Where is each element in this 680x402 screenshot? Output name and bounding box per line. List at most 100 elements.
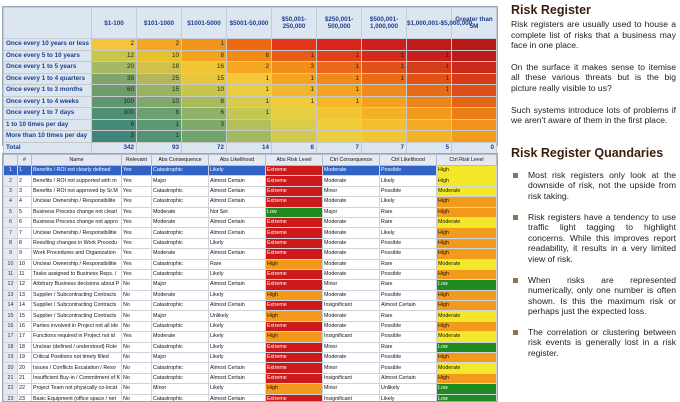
ctrl-risk-level-cell[interactable]: High	[436, 196, 497, 208]
grid-cell[interactable]: Likely	[208, 289, 266, 302]
row-number[interactable]: 19	[3, 352, 18, 364]
grid-cell[interactable]: Functions required in Project not id	[31, 331, 122, 343]
table-row[interactable]: 3 3 Benefits / ROI not approved by Sr.M Yes…	[3, 185, 497, 198]
grid-column-header[interactable]: Ctrl Likelihood	[379, 154, 437, 166]
grid-cell[interactable]: Basic Equipment (office space / net	[31, 393, 122, 401]
grid-cell[interactable]: Rare	[379, 216, 437, 229]
grid-cell[interactable]: 10	[17, 258, 32, 270]
grid-cell[interactable]: Yes	[121, 268, 152, 281]
grid-cell[interactable]: Moderate	[322, 248, 380, 260]
row-number[interactable]: 10	[3, 258, 18, 270]
grid-cell[interactable]: Possible	[379, 320, 437, 333]
grid-cell[interactable]: Possible	[379, 268, 437, 281]
grid-cell[interactable]: Unlikely	[379, 383, 437, 395]
grid-cell[interactable]: Insignificant	[322, 393, 380, 401]
abs-risk-level-cell[interactable]: Extreme	[265, 216, 323, 229]
grid-cell[interactable]: Unlikely	[208, 310, 266, 322]
grid-cell[interactable]: Likely	[208, 164, 266, 177]
grid-cell[interactable]: No	[121, 341, 152, 354]
ctrl-risk-level-cell[interactable]: High	[436, 237, 497, 250]
grid-cell[interactable]: Catastrophic	[151, 196, 209, 208]
grid-cell[interactable]: Possible	[379, 352, 437, 364]
row-number[interactable]: 8	[3, 237, 18, 250]
grid-cell[interactable]: Catastrophic	[151, 300, 209, 312]
table-row[interactable]: 17 17 Functions required in Project not id…	[3, 331, 497, 343]
row-number[interactable]: 7	[3, 227, 18, 239]
grid-cell[interactable]: Moderate	[151, 248, 209, 260]
abs-risk-level-cell[interactable]: Extreme	[265, 362, 323, 374]
table-row[interactable]: 10 10 Unclear Ownership / Responsibilitie Y…	[3, 258, 497, 270]
table-row[interactable]: 9 9 Work Procedures and Organization Yes Mod…	[3, 248, 497, 260]
grid-cell[interactable]: Yes	[121, 185, 152, 198]
grid-cell[interactable]: Yes	[121, 164, 152, 177]
row-number[interactable]: 4	[3, 196, 18, 208]
grid-cell[interactable]: Possible	[379, 362, 437, 374]
grid-cell[interactable]: Moderate	[322, 352, 380, 364]
ctrl-risk-level-cell[interactable]: Moderate	[436, 331, 497, 343]
grid-cell[interactable]: Business Process change not clearl	[31, 206, 122, 218]
table-row[interactable]: 19 19 Critical Positions not timely filled…	[3, 352, 497, 364]
ctrl-risk-level-cell[interactable]: Moderate	[436, 216, 497, 229]
abs-risk-level-cell[interactable]: Extreme	[265, 237, 323, 250]
ctrl-risk-level-cell[interactable]: Moderate	[436, 258, 497, 270]
grid-cell[interactable]: Yes	[121, 227, 152, 239]
grid-cell[interactable]: Rare	[379, 310, 437, 322]
grid-cell[interactable]: 20	[17, 362, 32, 374]
grid-cell[interactable]: No	[121, 372, 152, 385]
abs-risk-level-cell[interactable]: Extreme	[265, 279, 323, 291]
grid-cell[interactable]: Catastrophic	[151, 341, 209, 354]
grid-cell[interactable]: Issues / Conflicts Escalation / Reso	[31, 362, 122, 374]
grid-cell[interactable]: No	[121, 310, 152, 322]
grid-cell[interactable]: Moderate	[322, 289, 380, 302]
ctrl-risk-level-cell[interactable]: High	[436, 352, 497, 364]
grid-cell[interactable]: Supplier / Subcontracting Contracts	[31, 289, 122, 302]
grid-cell[interactable]: Rare	[379, 279, 437, 291]
grid-cell[interactable]: Minor	[322, 362, 380, 374]
grid-cell[interactable]: Project Team not physically co-locat	[31, 383, 122, 395]
grid-cell[interactable]: Catastrophic	[151, 185, 209, 198]
row-number[interactable]: 11	[3, 268, 18, 281]
grid-cell[interactable]: 19	[17, 352, 32, 364]
row-number[interactable]: 1	[3, 164, 18, 177]
grid-cell[interactable]: Moderate	[322, 268, 380, 281]
grid-cell[interactable]: Not Set	[208, 206, 266, 218]
grid-cell[interactable]: Catastrophic	[151, 227, 209, 239]
table-row[interactable]: 11 11 Tasks assigned to Business Reps. / Ye…	[3, 268, 497, 281]
grid-cell[interactable]: No	[121, 320, 152, 333]
grid-cell[interactable]: 4	[17, 196, 32, 208]
grid-cell[interactable]: Benefits / ROI not clearly defined	[31, 164, 122, 177]
table-row[interactable]: 12 12 Arbitrary Business decisions about P…	[3, 279, 497, 291]
grid-cell[interactable]: Yes	[121, 237, 152, 250]
abs-risk-level-cell[interactable]: Extreme	[265, 248, 323, 260]
grid-cell[interactable]: Catastrophic	[151, 164, 209, 177]
row-number[interactable]: 16	[3, 320, 18, 333]
grid-cell[interactable]: Moderate	[322, 310, 380, 322]
table-row[interactable]: 13 13 Supplier / Subcontracting Contracts N…	[3, 289, 497, 302]
abs-risk-level-cell[interactable]: Low	[265, 206, 323, 218]
grid-cell[interactable]: Rare	[379, 206, 437, 218]
grid-cell[interactable]: Business Process change not appro	[31, 216, 122, 229]
grid-column-header[interactable]: Name	[31, 154, 122, 166]
row-number[interactable]: 21	[3, 372, 18, 385]
grid-cell[interactable]: No	[121, 362, 152, 374]
grid-cell[interactable]: No	[121, 279, 152, 291]
grid-cell[interactable]: 23	[17, 393, 32, 401]
grid-cell[interactable]: No	[121, 393, 152, 401]
grid-cell[interactable]: Almost Certain	[208, 175, 266, 187]
grid-cell[interactable]: Insufficient Buy-in / Commitment of K	[31, 372, 122, 385]
row-number[interactable]: 17	[3, 331, 18, 343]
grid-cell[interactable]: Almost Certain	[208, 185, 266, 198]
grid-cell[interactable]: Yes	[121, 175, 152, 187]
grid-cell[interactable]: No	[121, 289, 152, 302]
grid-cell[interactable]: Benefits / ROI not approved by Sr.M	[31, 185, 122, 198]
grid-cell[interactable]: Moderate	[151, 216, 209, 229]
grid-cell[interactable]: Possible	[379, 248, 437, 260]
grid-cell[interactable]: Catastrophic	[151, 268, 209, 281]
ctrl-risk-level-cell[interactable]: High	[436, 300, 497, 312]
grid-cell[interactable]: Moderate	[151, 206, 209, 218]
grid-cell[interactable]: 15	[17, 310, 32, 322]
table-row[interactable]: 22 22 Project Team not physically co-locat…	[3, 383, 497, 395]
grid-cell[interactable]: Resulting changes in Work Procedu	[31, 237, 122, 250]
grid-cell[interactable]: Unclear Ownership / Responsibilitie	[31, 258, 122, 270]
grid-cell[interactable]: Moderate	[322, 196, 380, 208]
